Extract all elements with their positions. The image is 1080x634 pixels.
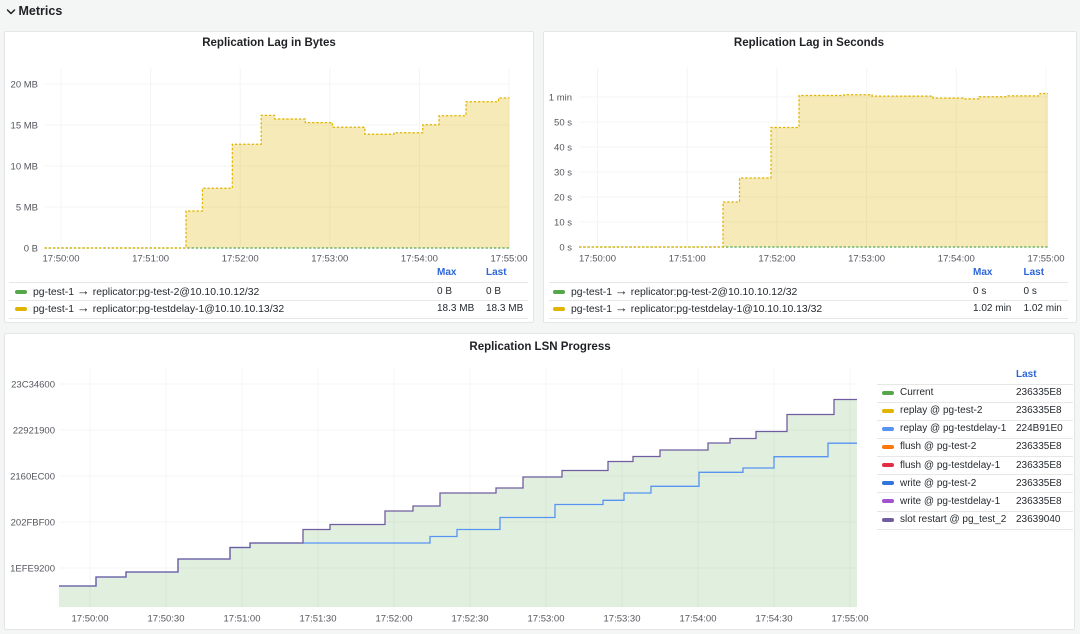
svg-text:22921900: 22921900 xyxy=(13,425,55,436)
svg-text:20 MB: 20 MB xyxy=(11,79,38,90)
svg-text:5 MB: 5 MB xyxy=(16,202,38,213)
svg-text:17:53:00: 17:53:00 xyxy=(848,254,885,265)
svg-text:17:53:30: 17:53:30 xyxy=(604,614,641,625)
svg-text:17:55:00: 17:55:00 xyxy=(1028,254,1065,265)
svg-text:17:51:30: 17:51:30 xyxy=(300,614,337,625)
svg-text:10 MB: 10 MB xyxy=(11,161,38,172)
svg-text:17:55:00: 17:55:00 xyxy=(832,614,869,625)
svg-text:17:50:00: 17:50:00 xyxy=(43,254,80,265)
svg-text:10 s: 10 s xyxy=(554,217,572,228)
svg-text:17:52:00: 17:52:00 xyxy=(376,614,413,625)
svg-text:17:51:00: 17:51:00 xyxy=(669,254,706,265)
svg-text:17:55:00: 17:55:00 xyxy=(491,254,528,265)
svg-text:17:52:00: 17:52:00 xyxy=(758,254,795,265)
svg-text:202FBF00: 202FBF00 xyxy=(11,517,55,528)
svg-text:17:54:00: 17:54:00 xyxy=(938,254,975,265)
svg-text:17:52:00: 17:52:00 xyxy=(222,254,259,265)
svg-text:17:54:30: 17:54:30 xyxy=(756,614,793,625)
svg-text:17:50:00: 17:50:00 xyxy=(72,614,109,625)
svg-text:17:53:00: 17:53:00 xyxy=(528,614,565,625)
svg-text:17:54:00: 17:54:00 xyxy=(680,614,717,625)
svg-text:20 s: 20 s xyxy=(554,192,572,203)
svg-text:17:50:00: 17:50:00 xyxy=(579,254,616,265)
svg-text:2160EC00: 2160EC00 xyxy=(10,471,55,482)
svg-text:17:54:00: 17:54:00 xyxy=(401,254,438,265)
svg-text:17:51:00: 17:51:00 xyxy=(224,614,261,625)
svg-text:17:50:30: 17:50:30 xyxy=(148,614,185,625)
svg-text:17:53:00: 17:53:00 xyxy=(311,254,348,265)
svg-text:23C34600: 23C34600 xyxy=(11,379,55,390)
svg-text:0 s: 0 s xyxy=(559,242,572,253)
svg-text:0 B: 0 B xyxy=(24,243,38,254)
svg-text:50 s: 50 s xyxy=(554,117,572,128)
svg-text:1 min: 1 min xyxy=(549,92,572,103)
svg-text:15 MB: 15 MB xyxy=(11,120,38,131)
svg-text:30 s: 30 s xyxy=(554,167,572,178)
svg-text:17:52:30: 17:52:30 xyxy=(452,614,489,625)
svg-text:1EFE9200: 1EFE9200 xyxy=(10,563,55,574)
svg-text:17:51:00: 17:51:00 xyxy=(132,254,169,265)
svg-text:40 s: 40 s xyxy=(554,142,572,153)
